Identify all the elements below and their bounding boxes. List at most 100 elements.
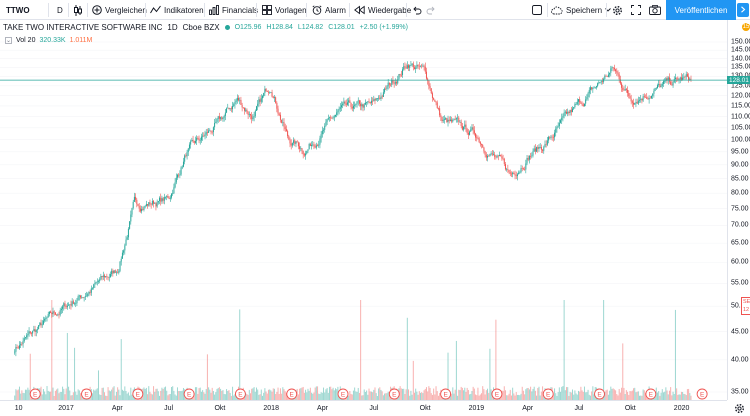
volume-bar (610, 386, 612, 400)
volume-bar (317, 386, 319, 400)
volume-label[interactable]: Vol 20 (16, 36, 36, 44)
undo-button[interactable] (412, 0, 422, 20)
volume-bar (127, 392, 129, 400)
candle-body (512, 172, 514, 175)
volume-bar (150, 393, 152, 400)
candle-body (659, 83, 661, 87)
volume-bar (336, 389, 338, 400)
candle-body (671, 84, 673, 86)
candle-body (303, 154, 305, 156)
side-price-label: SEI 12 (741, 297, 750, 315)
chart-type-button[interactable] (73, 0, 83, 20)
legend-interval: 1D (167, 23, 178, 32)
volume-bar (253, 387, 255, 400)
volume-bar (417, 394, 419, 400)
volume-bar (255, 387, 257, 400)
candle-body (655, 88, 657, 89)
publish-button[interactable]: Veröffentlichen (666, 0, 736, 20)
candle-body (53, 311, 55, 313)
save-button[interactable]: Speichern (551, 0, 611, 20)
volume-bar (209, 389, 211, 400)
candle-body (173, 187, 175, 194)
time-scale[interactable]: 10 2017 Apr Jul Okt 2018 Apr Jul Okt 2019 Apr Jul Ok… (0, 400, 727, 416)
volume-bar (266, 393, 268, 400)
volume-bar (527, 387, 529, 400)
candle-body (95, 281, 97, 284)
candle-body (212, 127, 214, 133)
volume-bar (179, 391, 181, 400)
price-tick: 70.00 (731, 221, 749, 229)
financials-button[interactable]: Financials (209, 0, 258, 20)
compare-button[interactable]: Vergleichen (92, 0, 147, 20)
earnings-letter: E (290, 392, 295, 399)
volume-bar (612, 388, 614, 400)
volume-bar (455, 340, 457, 400)
indicators-button[interactable]: Indikatoren (150, 0, 204, 20)
candle-body (551, 136, 553, 138)
toolbar-divider (547, 3, 548, 17)
volume-bar (301, 387, 303, 400)
volume-bar (93, 389, 95, 400)
collapse-panel-button[interactable] (737, 3, 749, 17)
candle-body (670, 81, 672, 85)
volume-bar (287, 395, 289, 400)
volume-bar (425, 387, 427, 400)
candle-body (38, 325, 40, 330)
alert-button[interactable]: Alarm (312, 0, 346, 20)
chevron-right-icon (740, 5, 746, 15)
volume-bar (75, 391, 77, 400)
snapshot-button[interactable] (649, 0, 661, 20)
candle-body (575, 104, 577, 105)
candle-body (17, 347, 19, 349)
volume-bar (433, 388, 435, 400)
volume-bar (473, 388, 475, 400)
earnings-letter: E (341, 392, 346, 399)
candle-body (580, 102, 582, 104)
candle-body (470, 129, 472, 132)
redo-button[interactable] (426, 0, 436, 20)
volume-bar (406, 317, 408, 400)
volume-bar (404, 393, 406, 400)
candle-body (376, 98, 378, 99)
volume-bar (299, 388, 301, 400)
earnings-circle (337, 388, 349, 400)
candle-body (631, 101, 633, 103)
price-tick: 90.00 (731, 161, 749, 169)
candle-body (518, 172, 520, 175)
volume-bar (324, 392, 326, 400)
layout-button[interactable] (532, 0, 542, 20)
candle-body (513, 172, 515, 175)
volume-bar (72, 392, 74, 400)
candle-body (402, 69, 404, 75)
symbol-search-button[interactable]: TTWO (6, 0, 30, 20)
volume-bar (374, 387, 376, 400)
candle-body (521, 168, 523, 169)
candle-body (653, 90, 655, 94)
candle-body (466, 129, 468, 133)
volume-bar (277, 387, 279, 400)
templates-button[interactable]: Vorlagen (262, 0, 307, 20)
symbol-title[interactable]: TAKE TWO INTERACTIVE SOFTWARE INC (3, 23, 163, 32)
alert-count-badge[interactable]: 15 (742, 23, 750, 31)
candle-body (378, 97, 380, 99)
interval-button[interactable]: D (57, 0, 63, 20)
volume-bar (220, 388, 222, 400)
replay-button[interactable]: Wiedergabe (354, 0, 411, 20)
collapse-chevron-icon[interactable]: ⌄ (5, 36, 12, 44)
alarm-clock-icon (312, 5, 322, 15)
volume-bar (204, 393, 206, 400)
volume-bar (483, 389, 485, 400)
volume-bar (28, 389, 30, 400)
candle-body (48, 311, 50, 315)
fullscreen-button[interactable] (631, 0, 641, 20)
settings-toolbar-button[interactable] (612, 0, 623, 20)
volume-bar (642, 389, 644, 400)
chart-settings-button[interactable] (734, 403, 745, 416)
volume-bar (314, 387, 316, 400)
candle-body (679, 77, 681, 80)
candle-body (573, 106, 575, 109)
volume-bar (60, 391, 62, 400)
candle-body (649, 97, 651, 99)
